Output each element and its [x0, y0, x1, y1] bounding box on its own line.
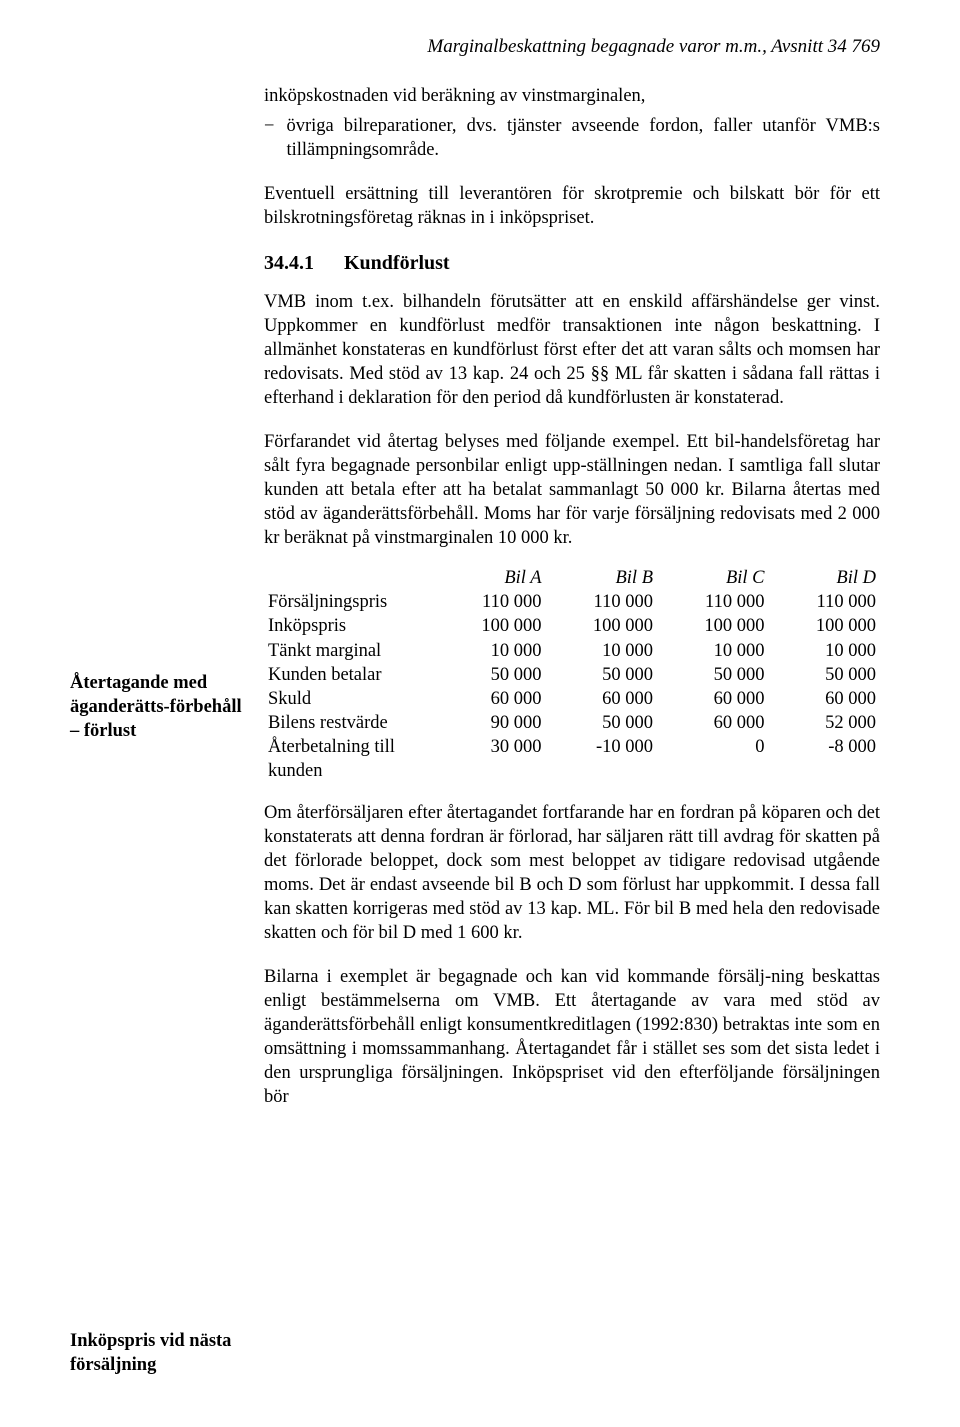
para-vmb: VMB inom t.ex. bilhandeln förutsätter at…: [264, 290, 880, 410]
table-header-blank: [264, 566, 434, 590]
margin-note-atertagande: Återtagande med äganderätts-förbehåll – …: [70, 671, 242, 743]
cell: 100 000: [657, 614, 769, 638]
cell: 60 000: [769, 687, 881, 711]
row-label: Bilens restvärde: [264, 711, 434, 735]
bullet-item: − övriga bilreparationer, dvs. tjänster …: [264, 114, 880, 162]
cell: 50 000: [434, 663, 546, 687]
table-row: Inköpspris 100 000 100 000 100 000 100 0…: [264, 614, 880, 638]
table-header-row: Bil A Bil B Bil C Bil D: [264, 566, 880, 590]
cell: 10 000: [546, 639, 658, 663]
table-row: Kunden betalar 50 000 50 000 50 000 50 0…: [264, 663, 880, 687]
cell: 100 000: [546, 614, 658, 638]
cell: 10 000: [434, 639, 546, 663]
cell: 10 000: [657, 639, 769, 663]
table-row: Tänkt marginal 10 000 10 000 10 000 10 0…: [264, 639, 880, 663]
para-aterforsaljaren: Om återförsäljaren efter återtagandet fo…: [264, 801, 880, 945]
cell: 100 000: [434, 614, 546, 638]
section-title: Kundförlust: [344, 252, 450, 274]
bullet-dash-icon: −: [264, 114, 274, 162]
row-label: Kunden betalar: [264, 663, 434, 687]
content-area: Återtagande med äganderätts-förbehåll – …: [70, 84, 880, 1377]
cell: 60 000: [434, 687, 546, 711]
cell: 50 000: [546, 663, 658, 687]
cell: 60 000: [657, 687, 769, 711]
bullet-text: övriga bilreparationer, dvs. tjänster av…: [286, 114, 880, 162]
intro-line: inköpskostnaden vid beräkning av vinstma…: [264, 84, 880, 108]
margin-column: Återtagande med äganderätts-förbehåll – …: [70, 84, 242, 1377]
para-bilarna: Bilarna i exemplet är begagnade och kan …: [264, 965, 880, 1109]
cell: 50 000: [769, 663, 881, 687]
main-column: inköpskostnaden vid beräkning av vinstma…: [264, 84, 880, 1377]
cell: 100 000: [769, 614, 881, 638]
row-label: Skuld: [264, 687, 434, 711]
table-row: Försäljningspris 110 000 110 000 110 000…: [264, 590, 880, 614]
table-row: Skuld 60 000 60 000 60 000 60 000: [264, 687, 880, 711]
cell: 50 000: [657, 663, 769, 687]
table-header-bild: Bil D: [769, 566, 881, 590]
cell: 110 000: [434, 590, 546, 614]
cell: 60 000: [657, 711, 769, 735]
table-row: Återbetalning till kunden 30 000 -10 000…: [264, 735, 880, 783]
cell: 10 000: [769, 639, 881, 663]
row-label: Återbetalning till kunden: [264, 735, 434, 783]
table-header-bila: Bil A: [434, 566, 546, 590]
row-label: Inköpspris: [264, 614, 434, 638]
row-label: Tänkt marginal: [264, 639, 434, 663]
row-label: Försäljningspris: [264, 590, 434, 614]
para-ersattning: Eventuell ersättning till leverantören f…: [264, 182, 880, 230]
car-table: Bil A Bil B Bil C Bil D Försäljningspris…: [264, 566, 880, 782]
cell: 0: [657, 735, 769, 783]
table-header-bilb: Bil B: [546, 566, 658, 590]
section-heading: 34.4.1 Kundförlust: [264, 250, 880, 276]
cell: 110 000: [769, 590, 881, 614]
cell: 30 000: [434, 735, 546, 783]
cell: -10 000: [546, 735, 658, 783]
cell: 50 000: [546, 711, 658, 735]
cell: 110 000: [546, 590, 658, 614]
cell: 60 000: [546, 687, 658, 711]
table-row: Bilens restvärde 90 000 50 000 60 000 52…: [264, 711, 880, 735]
margin-note-inkopspris: Inköpspris vid nästa försäljning: [70, 1329, 242, 1377]
table-header-bilc: Bil C: [657, 566, 769, 590]
cell: 90 000: [434, 711, 546, 735]
cell: 110 000: [657, 590, 769, 614]
page-header: Marginalbeskattning begagnade varor m.m.…: [70, 35, 880, 60]
cell: -8 000: [769, 735, 881, 783]
cell: 52 000: [769, 711, 881, 735]
section-number: 34.4.1: [264, 250, 314, 276]
para-forfarandet: Förfarandet vid återtag belyses med följ…: [264, 430, 880, 550]
